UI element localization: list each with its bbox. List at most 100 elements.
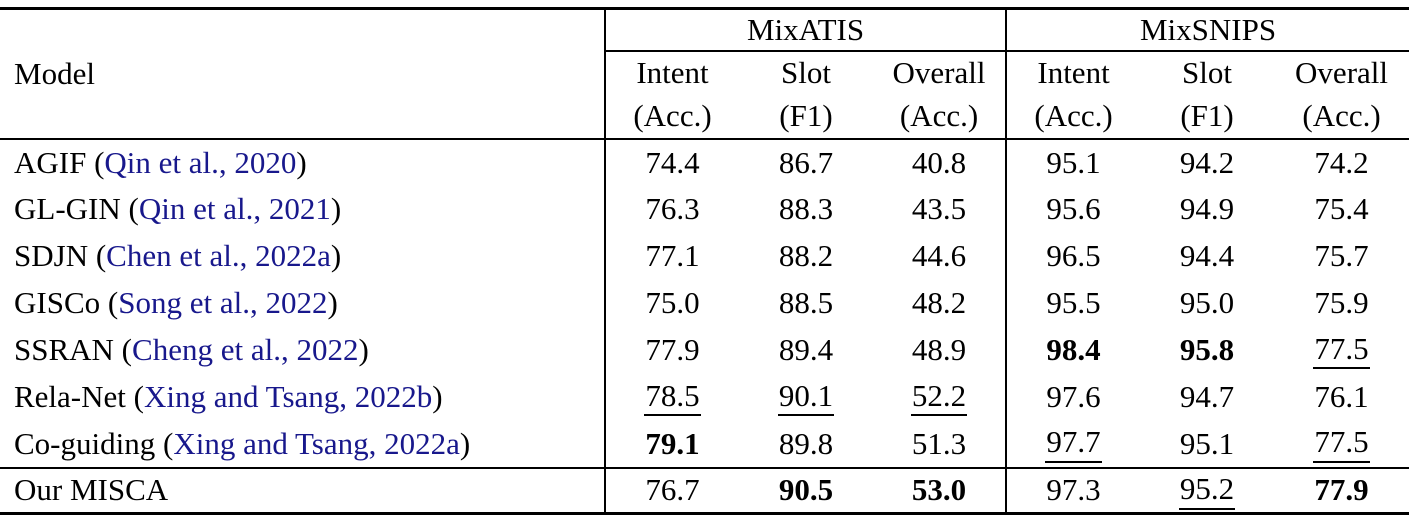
model-label: SDJN ( bbox=[14, 238, 107, 273]
model-label: Rela-Net ( bbox=[14, 379, 144, 414]
model-label-close: ) bbox=[330, 191, 342, 226]
metric-value: 77.9 bbox=[1274, 466, 1409, 514]
metric-value: 86.7 bbox=[778, 144, 834, 180]
table-row: Rela-Net (Xing and Tsang, 2022b) 78.5 90.1… bbox=[0, 373, 1409, 421]
model-name: Our MISCA bbox=[0, 466, 605, 514]
metric-value: 90.1 bbox=[739, 374, 873, 421]
table-body: AGIF (Qin et al., 2020) 74.4 86.7 40.8 95.1 9… bbox=[0, 138, 1409, 514]
metric-value: 77.5 bbox=[1274, 421, 1409, 468]
metric-value: 95.1 bbox=[1179, 425, 1235, 461]
metric-value: 51.3 bbox=[911, 425, 967, 461]
metric-value: 48.9 bbox=[911, 332, 967, 367]
model-label-close: ) bbox=[327, 285, 338, 320]
metric-value: 94.9 bbox=[1179, 191, 1235, 226]
model-name: GISCo (Song et al., 2022) bbox=[0, 280, 605, 327]
model-name: AGIF (Qin et al., 2020) bbox=[0, 139, 605, 186]
metric-value: 74.4 bbox=[604, 138, 739, 186]
table-row: Our MISCA 76.7 90.5 53.0 97.3 95.2 77.9 bbox=[0, 466, 1409, 514]
metric-value: 88.5 bbox=[778, 285, 834, 320]
model-label: GL-GIN ( bbox=[14, 191, 139, 226]
metric-value: 97.3 bbox=[1005, 466, 1141, 514]
table-row: Co-guiding (Xing and Tsang, 2022a) 79.1 89… bbox=[0, 420, 1409, 468]
model-name: SDJN (Chen et al., 2022a) bbox=[0, 233, 605, 280]
metric-value: 77.1 bbox=[604, 232, 739, 280]
model-name: Co-guiding (Xing and Tsang, 2022a) bbox=[0, 421, 605, 468]
metric-value: 94.7 bbox=[1179, 379, 1235, 414]
model-label-close: ) bbox=[459, 425, 471, 461]
metric-value: 44.6 bbox=[911, 238, 967, 273]
table-row: GISCo (Song et al., 2022) 75.0 88.5 48.2 95.… bbox=[0, 279, 1409, 327]
metric-value: 95.6 bbox=[1005, 185, 1141, 233]
metric-value: 75.7 bbox=[1314, 238, 1369, 273]
metric-value: 79.1 bbox=[604, 420, 739, 468]
subheader-mixatis-slot-measure: (F1) bbox=[739, 93, 873, 140]
metric-value: 77.5 bbox=[1274, 327, 1409, 374]
group-header-mixatis: MixATIS bbox=[603, 8, 1007, 52]
model-label: SSRAN ( bbox=[14, 332, 133, 367]
subheader-mixatis-slot: Slot bbox=[781, 54, 831, 90]
metric-value: 88.2 bbox=[778, 238, 834, 273]
metric-value: 53.0 bbox=[873, 466, 1007, 514]
metric-value: 75.4 bbox=[1314, 191, 1369, 226]
metric-value: 88.3 bbox=[778, 191, 834, 226]
metric-value: 95.8 bbox=[1179, 332, 1235, 367]
table-row: SSRAN (Cheng et al., 2022) 77.9 89.4 48.9 98… bbox=[0, 326, 1409, 374]
subheader-row-metric: Intent Slot Overall Intent Slot Overall bbox=[0, 50, 1409, 94]
metric-value: 43.5 bbox=[911, 191, 967, 226]
model-label: GISCo ( bbox=[14, 285, 119, 320]
subheader-mixsnips-slot: Slot bbox=[1182, 54, 1233, 90]
metric-value: 75.0 bbox=[604, 279, 739, 327]
model-label-close: ) bbox=[358, 332, 369, 367]
metric-value: 94.4 bbox=[1179, 238, 1235, 273]
metric-value: 77.9 bbox=[604, 326, 739, 374]
model-name: GL-GIN (Qin et al., 2021) bbox=[0, 186, 605, 233]
metric-value: 52.2 bbox=[873, 374, 1006, 421]
table-row: GL-GIN (Qin et al., 2021) 76.3 88.3 43.5 95.… bbox=[0, 185, 1409, 233]
citation-link[interactable]: Qin et al., 2020 bbox=[104, 144, 297, 180]
model-label: AGIF ( bbox=[14, 144, 105, 180]
metric-value: 97.6 bbox=[1005, 373, 1141, 421]
results-table: Model MixATIS MixSNIPS Intent Slot Overa… bbox=[0, 7, 1409, 515]
citation-link[interactable]: Song et al., 2022 bbox=[118, 285, 328, 320]
subheader-mixsnips-slot-measure: (F1) bbox=[1140, 93, 1275, 140]
model-label-close: ) bbox=[330, 238, 342, 273]
model-label-close: ) bbox=[296, 144, 307, 180]
paper-table-figure: Model MixATIS MixSNIPS Intent Slot Overa… bbox=[0, 7, 1409, 515]
citation-link[interactable]: Xing and Tsang, 2022b bbox=[143, 379, 433, 414]
metric-value: 75.9 bbox=[1314, 285, 1369, 320]
metric-value: 76.1 bbox=[1314, 379, 1369, 414]
metric-value: 95.2 bbox=[1140, 466, 1275, 514]
citation-link[interactable]: Cheng et al., 2022 bbox=[132, 332, 359, 367]
subheader-mixsnips-overall-measure: (Acc.) bbox=[1274, 93, 1409, 140]
citation-link[interactable]: Chen et al., 2022a bbox=[106, 238, 331, 273]
model-name: Rela-Net (Xing and Tsang, 2022b) bbox=[0, 374, 605, 421]
metric-value: 76.7 bbox=[604, 466, 739, 514]
subheader-mixsnips-overall: Overall bbox=[1295, 54, 1389, 90]
model-name: SSRAN (Cheng et al., 2022) bbox=[0, 327, 605, 374]
metric-value: 40.8 bbox=[911, 144, 967, 180]
citation-link[interactable]: Xing and Tsang, 2022a bbox=[173, 425, 460, 461]
model-label-close: ) bbox=[432, 379, 443, 414]
citation-link[interactable]: Qin et al., 2021 bbox=[138, 191, 331, 226]
metric-value: 94.2 bbox=[1179, 144, 1235, 180]
metric-value: 78.5 bbox=[604, 373, 739, 421]
subheader-mixatis-intent-measure: (Acc.) bbox=[604, 93, 739, 140]
subheader-mixsnips-intent-measure: (Acc.) bbox=[1005, 93, 1141, 140]
metric-value: 95.5 bbox=[1005, 279, 1141, 327]
metric-value: 76.3 bbox=[604, 185, 739, 233]
metric-value: 96.5 bbox=[1005, 232, 1141, 280]
subheader-mixatis-overall-measure: (Acc.) bbox=[873, 93, 1007, 140]
subheader-mixatis-intent: Intent bbox=[604, 50, 739, 94]
metric-value: 74.2 bbox=[1314, 144, 1369, 180]
metric-value: 90.5 bbox=[739, 466, 873, 514]
table-row: SDJN (Chen et al., 2022a) 77.1 88.2 44.6 96.… bbox=[0, 232, 1409, 280]
metric-value: 95.0 bbox=[1179, 285, 1235, 320]
subheader-mixatis-overall: Overall bbox=[892, 54, 986, 90]
group-header-mixsnips: MixSNIPS bbox=[1005, 8, 1409, 52]
group-header-row: Model MixATIS MixSNIPS bbox=[0, 8, 1409, 140]
metric-value: 89.8 bbox=[778, 425, 834, 461]
table-row: AGIF (Qin et al., 2020) 74.4 86.7 40.8 95.1 9… bbox=[0, 138, 1409, 186]
metric-value: 89.4 bbox=[778, 332, 834, 367]
column-header-model: Model bbox=[0, 8, 605, 140]
model-label: Co-guiding ( bbox=[14, 425, 174, 461]
